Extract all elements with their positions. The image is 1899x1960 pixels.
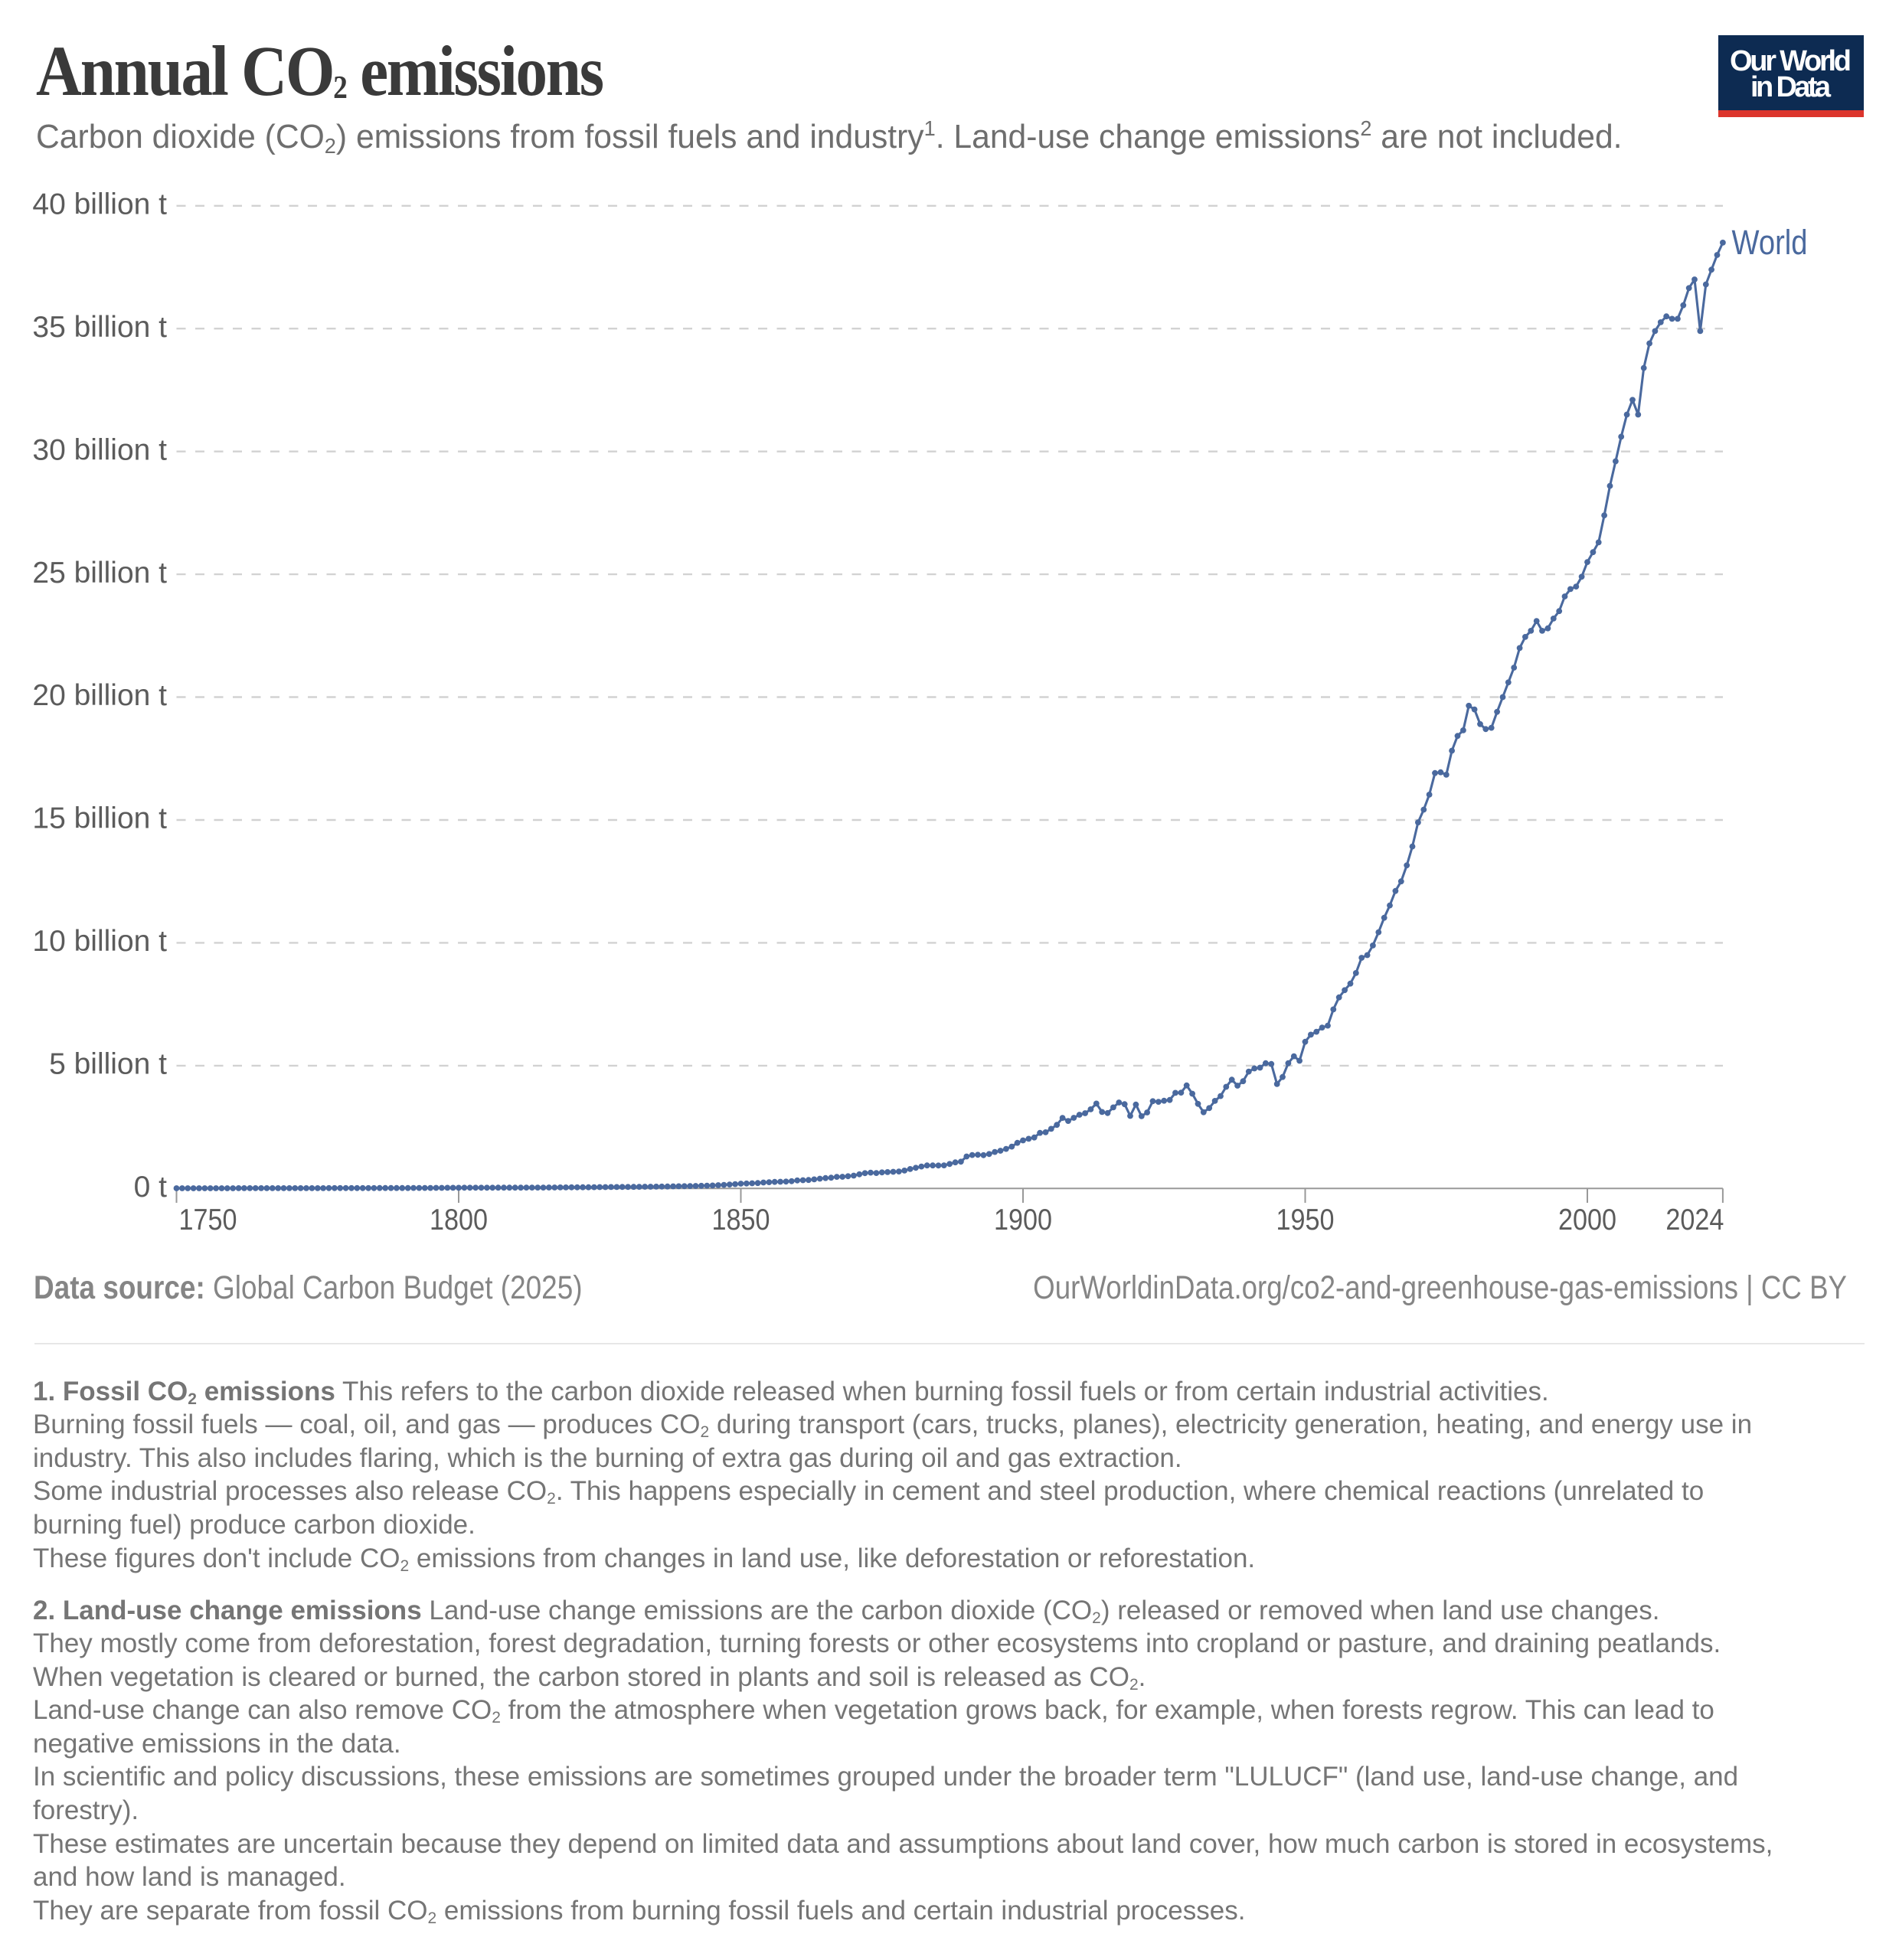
svg-text:in Data: in Data: [1750, 71, 1832, 103]
svg-text:5 billion t: 5 billion t: [49, 1048, 167, 1081]
svg-text:2024: 2024: [1665, 1204, 1724, 1236]
svg-text:15 billion t: 15 billion t: [32, 802, 167, 835]
svg-text:1850: 1850: [712, 1204, 770, 1236]
svg-text:20 billion t: 20 billion t: [32, 679, 167, 712]
svg-text:10 billion t: 10 billion t: [32, 925, 167, 958]
svg-text:1800: 1800: [430, 1204, 488, 1236]
svg-text:40 billion t: 40 billion t: [32, 188, 167, 221]
svg-text:30 billion t: 30 billion t: [32, 433, 167, 466]
svg-text:25 billion t: 25 billion t: [32, 557, 167, 590]
svg-text:1950: 1950: [1276, 1204, 1335, 1236]
svg-text:35 billion t: 35 billion t: [32, 311, 167, 344]
svg-text:World: World: [1732, 223, 1808, 262]
svg-text:0 t: 0 t: [134, 1171, 168, 1204]
svg-text:Our World: Our World: [1730, 45, 1852, 77]
svg-text:1750: 1750: [179, 1204, 237, 1236]
svg-text:1900: 1900: [994, 1204, 1052, 1236]
svg-text:2000: 2000: [1558, 1204, 1616, 1236]
